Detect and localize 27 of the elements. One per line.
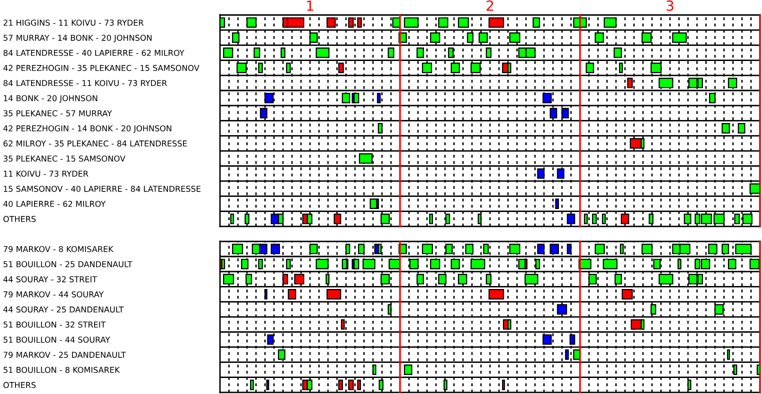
y-tick-label: 79 MARKOV - 44 SOURAY <box>4 291 104 298</box>
y-tick-label: 57 MURRAY - 14 BONK - 20 JOHNSON <box>4 34 152 42</box>
y-tick-label: 42 PEREZHOGIN - 14 BONK - 20 JOHNSON <box>3 125 172 133</box>
x-tick-label: 2 <box>486 0 494 11</box>
y-tick-label: 79 MARKOV - 25 DANDENAULT <box>4 352 126 358</box>
y-tick-label: 44 SOURAY - 32 STREIT <box>3 276 98 282</box>
y-tick-label: 35 PLEKANEC - 57 MURRAY <box>4 110 112 116</box>
x-tick-label: 1 <box>307 0 314 11</box>
y-tick-label: 40 LAPIERRE - 62 MILROY <box>3 200 106 207</box>
y-tick-label: 51 BOUILLON - 32 STREIT <box>4 322 106 328</box>
y-tick-label: 44 SOURAY - 25 DANDENAULT <box>3 306 124 313</box>
y-tick-label: 42 PEREZHOGIN - 35 PLEKANEC - 15 SAMSONOV <box>3 64 200 72</box>
y-tick-label: 51 BOUILLON - 25 DANDENAULT <box>4 261 132 268</box>
x-tick-label: 3 <box>666 0 674 11</box>
y-tick-label: 79 MARKOV - 8 KOMISAREK <box>4 246 114 252</box>
y-tick-label: 35 PLEKANEC - 15 SAMSONOV <box>4 156 126 162</box>
y-tick-label: 51 BOUILLON - 8 KOMISAREK <box>4 366 120 373</box>
y-tick-label: OTHERS <box>3 382 36 388</box>
y-tick-label: 21 HIGGINS - 11 KOIVU - 73 RYDER <box>4 20 144 26</box>
y-tick-label: 51 BOUILLON - 44 SOURAY <box>4 336 110 343</box>
y-tick-label: 15 SAMSONOV - 40 LAPIERRE - 84 LATENDRESSE <box>4 186 200 192</box>
y-tick-label: 14 BONK - 20 JOHNSON <box>4 95 98 103</box>
y-tick-label: 11 KOIVU - 73 RYDER <box>4 170 88 177</box>
y-tick-label: 84 LATENDRESSE - 11 KOIVU - 73 RYDER <box>4 80 167 86</box>
y-tick-label: 84 LATENDRESSE - 40 LAPIERRE - 62 MILROY <box>4 50 184 56</box>
y-tick-label: 62 MILROY - 35 PLEKANEC - 84 LATENDRESSE <box>4 140 187 147</box>
y-tick-label: OTHERS <box>3 216 36 222</box>
